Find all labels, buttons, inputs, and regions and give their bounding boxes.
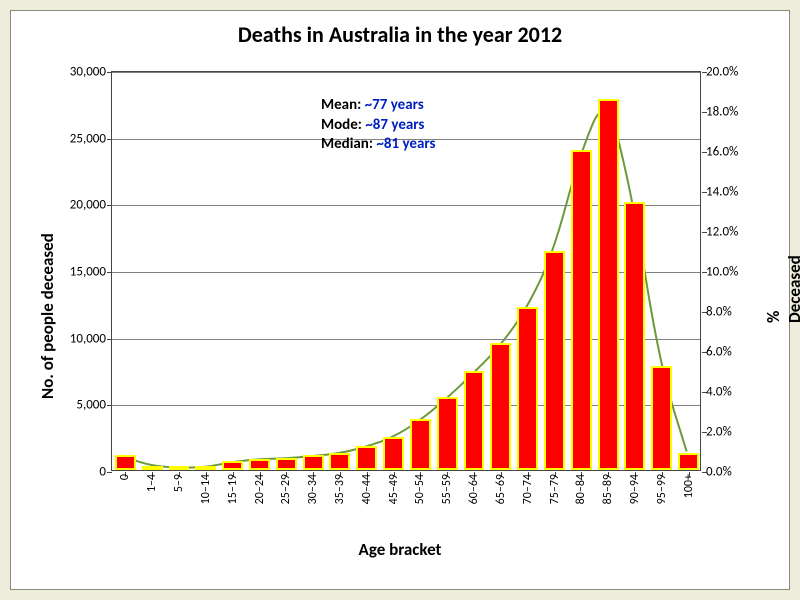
bar bbox=[329, 453, 350, 470]
bar bbox=[517, 307, 538, 470]
ytick-left-label: 10,000 bbox=[70, 331, 106, 346]
ytick-left-label: 0 bbox=[99, 465, 106, 480]
stats-row: Mean: ~77 years bbox=[321, 96, 435, 116]
y-axis-right-label: % Deceased bbox=[763, 255, 800, 323]
xtick-label: 5–9 bbox=[172, 470, 186, 492]
ytick-right-label: 10.0% bbox=[706, 265, 738, 280]
ytick-right-label: 16.0% bbox=[706, 145, 738, 160]
stats-key: Median: bbox=[321, 135, 376, 153]
stats-key: Mean: bbox=[321, 96, 365, 114]
bar bbox=[464, 371, 485, 470]
xtick-label: 75–79 bbox=[548, 470, 562, 504]
ytick-right-label: 6.0% bbox=[706, 345, 732, 360]
ytick-left-label: 25,000 bbox=[70, 131, 106, 146]
bar bbox=[651, 366, 672, 470]
stats-annotation: Mean: ~77 yearsMode: ~87 yearsMedian: ~8… bbox=[321, 96, 435, 155]
bar bbox=[598, 99, 619, 470]
xtick-label: 25–29 bbox=[279, 470, 293, 504]
ytick-left-label: 30,000 bbox=[70, 65, 106, 80]
ytick-mark bbox=[107, 205, 112, 206]
ytick-right-label: 2.0% bbox=[706, 425, 732, 440]
chart-title: Deaths in Australia in the year 2012 bbox=[11, 21, 789, 48]
xtick-label: 45–49 bbox=[387, 470, 401, 504]
xtick-label: 60–64 bbox=[467, 470, 481, 504]
xtick-label: 30–34 bbox=[306, 470, 320, 504]
bar bbox=[115, 455, 136, 470]
stats-value: ~87 years bbox=[365, 116, 424, 134]
xtick-label: 90–94 bbox=[628, 470, 642, 504]
xtick-label: 20–24 bbox=[253, 470, 267, 504]
ytick-right-label: 14.0% bbox=[706, 185, 738, 200]
xtick-label: 40–44 bbox=[360, 470, 374, 504]
xtick-label: 0 bbox=[118, 470, 132, 480]
xtick-label: 55–59 bbox=[440, 470, 454, 504]
chart-frame: Deaths in Australia in the year 2012 0 5,… bbox=[10, 10, 790, 590]
ytick-mark bbox=[107, 472, 112, 473]
bar bbox=[249, 459, 270, 470]
xtick-label: 80–84 bbox=[574, 470, 588, 504]
bar bbox=[276, 458, 297, 470]
xtick-label: 70–74 bbox=[521, 470, 535, 504]
bar bbox=[490, 343, 511, 470]
ytick-left-label: 15,000 bbox=[70, 265, 106, 280]
stats-value: ~77 years bbox=[365, 96, 424, 114]
ytick-left-label: 20,000 bbox=[70, 198, 106, 213]
ytick-right-label: 4.0% bbox=[706, 385, 732, 400]
gridline bbox=[112, 72, 700, 73]
bar bbox=[222, 461, 243, 470]
ytick-right-label: 8.0% bbox=[706, 305, 732, 320]
xtick-label: 100+ bbox=[682, 470, 696, 498]
bar bbox=[544, 251, 565, 470]
xtick-label: 50–54 bbox=[413, 470, 427, 504]
y-axis-left-label: No. of people deceased bbox=[37, 233, 58, 399]
stats-row: Mode: ~87 years bbox=[321, 116, 435, 136]
ytick-right-label: 18.0% bbox=[706, 105, 738, 120]
xtick-label: 10–14 bbox=[199, 470, 213, 504]
ytick-right-label: 12.0% bbox=[706, 225, 738, 240]
ytick-mark bbox=[107, 72, 112, 73]
xtick-label: 1–4 bbox=[145, 470, 159, 492]
bar bbox=[571, 150, 592, 470]
ytick-right-label: 0.0% bbox=[706, 465, 732, 480]
ytick-right-label: 20.0% bbox=[706, 65, 738, 80]
stats-value: ~81 years bbox=[376, 135, 435, 153]
bar bbox=[383, 437, 404, 470]
stats-row: Median: ~81 years bbox=[321, 135, 435, 155]
ytick-mark bbox=[107, 139, 112, 140]
bar bbox=[624, 202, 645, 470]
xtick-label: 85–89 bbox=[601, 470, 615, 504]
stats-key: Mode: bbox=[321, 116, 365, 134]
xtick-label: 15–19 bbox=[226, 470, 240, 504]
ytick-mark bbox=[107, 272, 112, 273]
ytick-left-label: 5,000 bbox=[76, 398, 106, 413]
bar bbox=[303, 455, 324, 470]
bar bbox=[678, 453, 699, 470]
xtick-label: 95–99 bbox=[655, 470, 669, 504]
xtick-label: 35–39 bbox=[333, 470, 347, 504]
x-axis-label: Age bracket bbox=[11, 539, 789, 560]
bar bbox=[437, 397, 458, 470]
ytick-mark bbox=[107, 405, 112, 406]
xtick-label: 65–69 bbox=[494, 470, 508, 504]
ytick-mark bbox=[107, 339, 112, 340]
bar bbox=[410, 419, 431, 470]
bar bbox=[356, 446, 377, 470]
